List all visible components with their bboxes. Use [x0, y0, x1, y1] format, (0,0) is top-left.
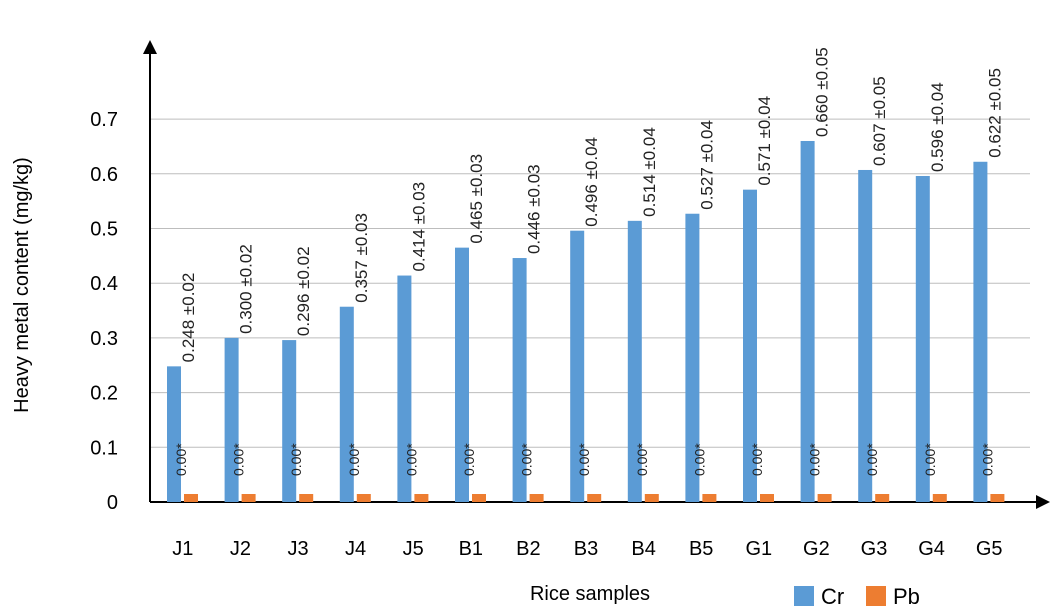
x-tick-label: B2: [516, 538, 540, 560]
bar-pb-b2: [529, 494, 544, 502]
x-tick-label: J5: [403, 538, 424, 560]
y-tick-label: 0.3: [90, 328, 118, 350]
data-label-cr-b5: 0.527 ±0.04: [697, 120, 716, 210]
data-label-cr-j3: 0.296 ±0.02: [294, 246, 313, 336]
data-label-pb-b3: 0.00*: [576, 443, 592, 476]
y-tick-label: 0.1: [90, 437, 118, 459]
bar-pb-g5: [990, 494, 1005, 502]
y-tick-label: 0.7: [90, 109, 118, 131]
bar-cr-j5: [397, 275, 412, 502]
bar-pb-b5: [702, 494, 717, 502]
data-label-pb-g3: 0.00*: [864, 443, 880, 476]
bar-cr-j3: [282, 340, 297, 502]
legend-label-cr: Cr: [821, 584, 844, 609]
data-label-pb-j3: 0.00*: [288, 443, 304, 476]
x-tick-label: J4: [345, 538, 366, 560]
bar-cr-g2: [800, 140, 815, 503]
data-label-cr-g4: 0.596 ±0.04: [928, 82, 947, 172]
data-label-pb-b5: 0.00*: [691, 443, 707, 476]
bar-pb-b3: [587, 494, 602, 502]
bar-cr-g5: [973, 161, 988, 503]
axes: [143, 40, 1050, 509]
bar-cr-b4: [627, 220, 642, 503]
bar-pb-g1: [760, 494, 774, 502]
data-label-cr-b3: 0.496 ±0.04: [582, 137, 601, 227]
x-tick-label: G3: [861, 538, 888, 560]
bar-pb-j2: [241, 494, 256, 502]
x-tick-label: B5: [689, 538, 713, 560]
data-label-pb-j5: 0.00*: [403, 443, 419, 476]
bar-pb-j1: [184, 494, 198, 502]
data-label-cr-g1: 0.571 ±0.04: [755, 96, 774, 186]
x-tick-label: G4: [918, 538, 945, 560]
data-label-cr-j4: 0.357 ±0.03: [352, 213, 371, 303]
x-tick-label: B4: [631, 538, 655, 560]
bar-pb-g2: [817, 494, 832, 502]
y-tick-label: 0.4: [90, 273, 118, 295]
data-label-cr-b4: 0.514 ±0.04: [640, 127, 659, 217]
x-tick-label: G1: [745, 538, 772, 560]
y-tick-label: 0: [107, 492, 118, 514]
legend-swatch-pb: [866, 586, 886, 606]
x-tick-label: J2: [230, 538, 251, 560]
data-label-cr-g5: 0.622 ±0.05: [985, 68, 1004, 158]
gridlines: [150, 118, 1030, 448]
legend-swatch-cr: [794, 586, 814, 606]
data-label-cr-g2: 0.660 ±0.05: [813, 47, 832, 137]
data-label-pb-g5: 0.00*: [979, 443, 995, 476]
x-tick-label: J1: [172, 538, 193, 560]
y-tick-label: 0.5: [90, 219, 118, 241]
bars: [167, 140, 1005, 503]
data-label-cr-j2: 0.300 ±0.02: [237, 244, 256, 334]
bar-cr-j2: [224, 337, 239, 502]
data-label-pb-b4: 0.00*: [634, 443, 650, 476]
x-tick-label: B3: [574, 538, 598, 560]
y-tick-labels: 0 0.1 0.2 0.3 0.4 0.5 0.6 0.7: [90, 109, 118, 514]
bar-pb-b1: [472, 494, 486, 502]
y-tick-label: 0.6: [90, 164, 118, 186]
bar-cr-b3: [570, 230, 585, 503]
data-label-pb-g2: 0.00*: [807, 443, 823, 476]
data-label-cr-b1: 0.465 ±0.03: [467, 154, 486, 244]
x-tick-label: G5: [976, 538, 1003, 560]
bar-cr-b2: [512, 258, 527, 502]
legend: Cr Pb: [794, 584, 920, 609]
data-label-cr-b2: 0.446 ±0.03: [525, 164, 544, 254]
y-axis-arrow-icon: [143, 40, 157, 54]
bar-cr-j4: [339, 306, 354, 502]
y-tick-label: 0.2: [90, 383, 118, 405]
x-tick-label: B1: [459, 538, 483, 560]
legend-label-pb: Pb: [893, 584, 920, 609]
data-label-pb-b2: 0.00*: [519, 443, 535, 476]
x-axis-arrow-icon: [1036, 495, 1050, 509]
bar-cr-b5: [685, 213, 700, 502]
data-label-cr-j5: 0.414 ±0.03: [409, 182, 428, 272]
data-label-pb-g4: 0.00*: [922, 443, 938, 476]
data-label-pb-j4: 0.00*: [346, 443, 362, 476]
bar-pb-j5: [414, 494, 429, 502]
data-label-pb-j1: 0.00*: [173, 443, 189, 476]
x-axis-title: Rice samples: [530, 583, 650, 605]
bar-pb-j4: [356, 494, 371, 502]
bar-cr-g4: [915, 175, 930, 502]
data-label-cr-j1: 0.248 ±0.02: [179, 273, 198, 363]
x-tick-labels: J1 J2 J3 J4 J5 B1 B2 B3 B4 B5 G1 G2 G3 G4 G5: [172, 538, 1002, 560]
data-label-pb-b1: 0.00*: [461, 443, 477, 476]
x-tick-label: J3: [287, 538, 308, 560]
data-label-pb-j2: 0.00*: [231, 443, 247, 476]
bar-pb-g4: [932, 494, 947, 502]
data-labels: 0.248 ±0.02 0.00* 0.300 ±0.02 0.00* 0.296 ±0…: [173, 47, 1004, 476]
bar-cr-g3: [858, 169, 873, 502]
y-axis-title: Heavy metal content (mg/kg): [11, 157, 33, 413]
data-label-pb-g1: 0.00*: [749, 443, 765, 476]
bar-pb-g3: [875, 494, 890, 502]
bar-pb-j3: [299, 494, 314, 502]
data-label-cr-g3: 0.607 ±0.05: [870, 76, 889, 166]
bar-cr-g1: [743, 189, 757, 502]
bar-pb-b4: [644, 494, 659, 502]
bar-cr-j1: [167, 366, 181, 502]
x-tick-label: G2: [803, 538, 830, 560]
bar-cr-b1: [455, 247, 469, 502]
